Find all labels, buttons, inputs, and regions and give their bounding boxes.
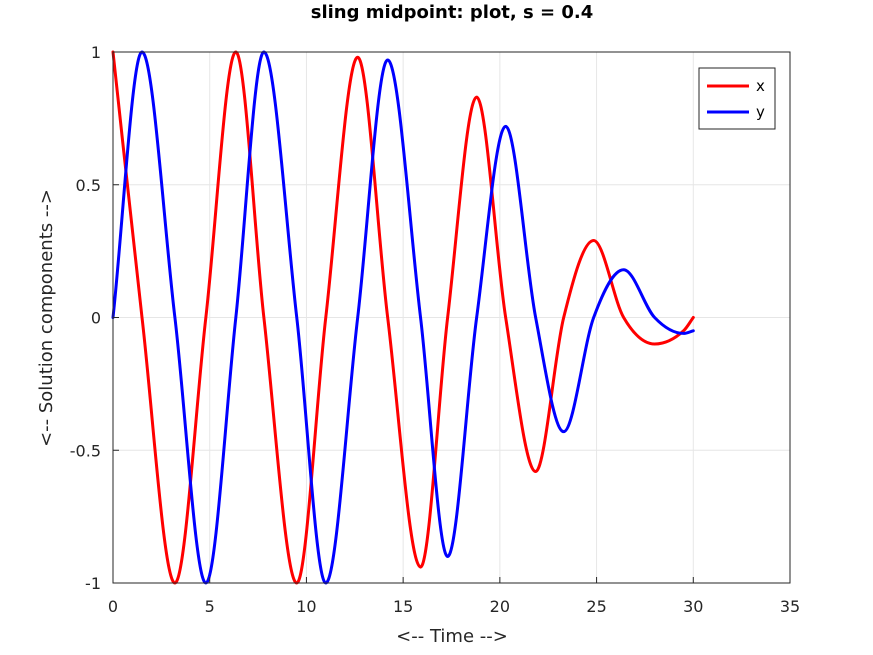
y-axis-label: <-- Solution components -->	[36, 189, 57, 447]
x-tick-label: 30	[683, 597, 703, 616]
y-tick-label: 0.5	[76, 176, 101, 195]
y-tick-label: -1	[85, 574, 101, 593]
x-tick-label: 15	[393, 597, 413, 616]
series-line-x	[111, 50, 695, 585]
y-tick-label: 0	[91, 309, 101, 328]
ticks: 0 5 10 15 20 25 30 35 -1 -0.5 0 0.5 1	[70, 43, 800, 616]
y-tick-label: 1	[91, 43, 101, 62]
x-tick-label: 25	[586, 597, 606, 616]
grid	[112, 51, 791, 584]
x-tick-label: 10	[296, 597, 316, 616]
chart-title: sling midpoint: plot, s = 0.4	[311, 2, 593, 23]
x-tick-label: 20	[490, 597, 510, 616]
legend-label-y: y	[756, 103, 765, 121]
series-layer	[111, 50, 695, 585]
x-tick-label: 0	[108, 597, 118, 616]
legend: x y	[698, 67, 776, 130]
legend-label-x: x	[756, 77, 765, 95]
x-tick-label: 5	[205, 597, 215, 616]
x-axis-label: <-- Time -->	[396, 626, 508, 647]
legend-box	[698, 67, 776, 130]
x-tick-label: 35	[780, 597, 800, 616]
y-tick-label: -0.5	[70, 441, 101, 460]
series-line-y	[111, 50, 695, 585]
